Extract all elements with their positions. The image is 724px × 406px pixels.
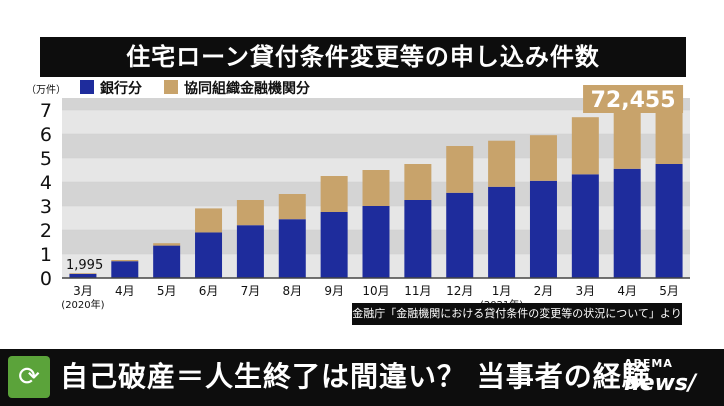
x-tick-label: 2月 <box>534 284 554 298</box>
source-note: 金融庁「金融機関における貸付条件の変更等の状況について」より <box>352 303 682 325</box>
legend-swatch <box>164 80 178 94</box>
bar-cooperative <box>488 140 516 187</box>
bar-cooperative <box>571 117 599 175</box>
refresh-arrows-icon: ⟳ <box>8 356 50 398</box>
bar-cooperative <box>404 164 432 200</box>
bar-bank <box>613 168 641 278</box>
annotation-first-total: 1,995 <box>66 258 103 273</box>
x-tick-label: 4月 <box>115 284 135 298</box>
bar-bank <box>195 232 223 278</box>
x-tick-label: 4月 <box>617 284 637 298</box>
bar-cooperative <box>278 194 306 220</box>
bar-cooperative <box>655 104 683 164</box>
bar-bank <box>278 219 306 278</box>
bar-cooperative <box>320 176 348 212</box>
x-tick-label: 8月 <box>282 284 302 298</box>
legend-label: 協同組織金融機関分 <box>184 80 310 97</box>
y-tick-label: 4 <box>40 172 52 194</box>
annotation-box <box>583 85 684 113</box>
plot-band <box>62 98 690 110</box>
y-tick-label: 5 <box>40 148 52 170</box>
x-tick-label: 3月 <box>73 284 93 298</box>
y-tick-label: 2 <box>40 220 52 242</box>
x-tick-label: 12月 <box>446 284 473 298</box>
ticker-headline: 自己破産＝人生終了は間違い？ 当事者の経験 <box>60 360 651 393</box>
y-tick-label: 7 <box>40 100 52 122</box>
bar-bank <box>529 180 557 278</box>
y-tick-label: 0 <box>40 268 52 290</box>
bar-bank <box>236 225 264 278</box>
bar-cooperative <box>153 243 181 246</box>
bar-cooperative <box>69 273 97 274</box>
bar-bank <box>655 164 683 278</box>
bar-bank <box>153 245 181 278</box>
bar-cooperative <box>111 260 139 262</box>
x-tick-label: 10月 <box>362 284 389 298</box>
bar-cooperative <box>613 111 641 169</box>
x-tick-label: 6月 <box>199 284 219 298</box>
bar-cooperative <box>236 200 264 226</box>
bar-bank <box>446 192 474 278</box>
bar-bank <box>111 261 139 278</box>
bar-bank <box>320 212 348 278</box>
bar-cooperative <box>195 208 223 233</box>
news-ticker <box>0 349 724 406</box>
abema-logo-top: ABEMA <box>624 357 673 370</box>
y-unit-label: （万件） <box>26 84 66 96</box>
bar-cooperative <box>362 170 390 206</box>
bar-bank <box>571 174 599 278</box>
x-tick-label: 7月 <box>241 284 261 298</box>
legend-swatch <box>80 80 94 94</box>
chart-title: 住宅ローン貸付条件変更等の申し込み件数 <box>40 37 686 77</box>
x-tick-label: 11月 <box>404 284 431 298</box>
x-tick-label: 9月 <box>324 284 344 298</box>
bar-bank <box>362 206 390 278</box>
x-tick-label: 1月 <box>492 284 512 298</box>
year-label: (2020年) <box>61 298 104 311</box>
abema-logo-bottom: news/ <box>624 371 697 396</box>
x-tick-label: 5月 <box>157 284 177 298</box>
bar-cooperative <box>446 146 474 193</box>
y-tick-label: 6 <box>40 124 52 146</box>
x-tick-label: 3月 <box>576 284 596 298</box>
annotation-last-total: 72,455 <box>591 88 676 113</box>
bar-bank <box>69 273 97 278</box>
y-tick-label: 3 <box>40 196 52 218</box>
bar-cooperative <box>529 135 557 181</box>
bar-bank <box>404 200 432 278</box>
bar-bank <box>488 186 516 278</box>
legend-label: 銀行分 <box>100 80 142 97</box>
x-tick-label: 5月 <box>659 284 679 298</box>
y-tick-label: 1 <box>40 244 52 266</box>
